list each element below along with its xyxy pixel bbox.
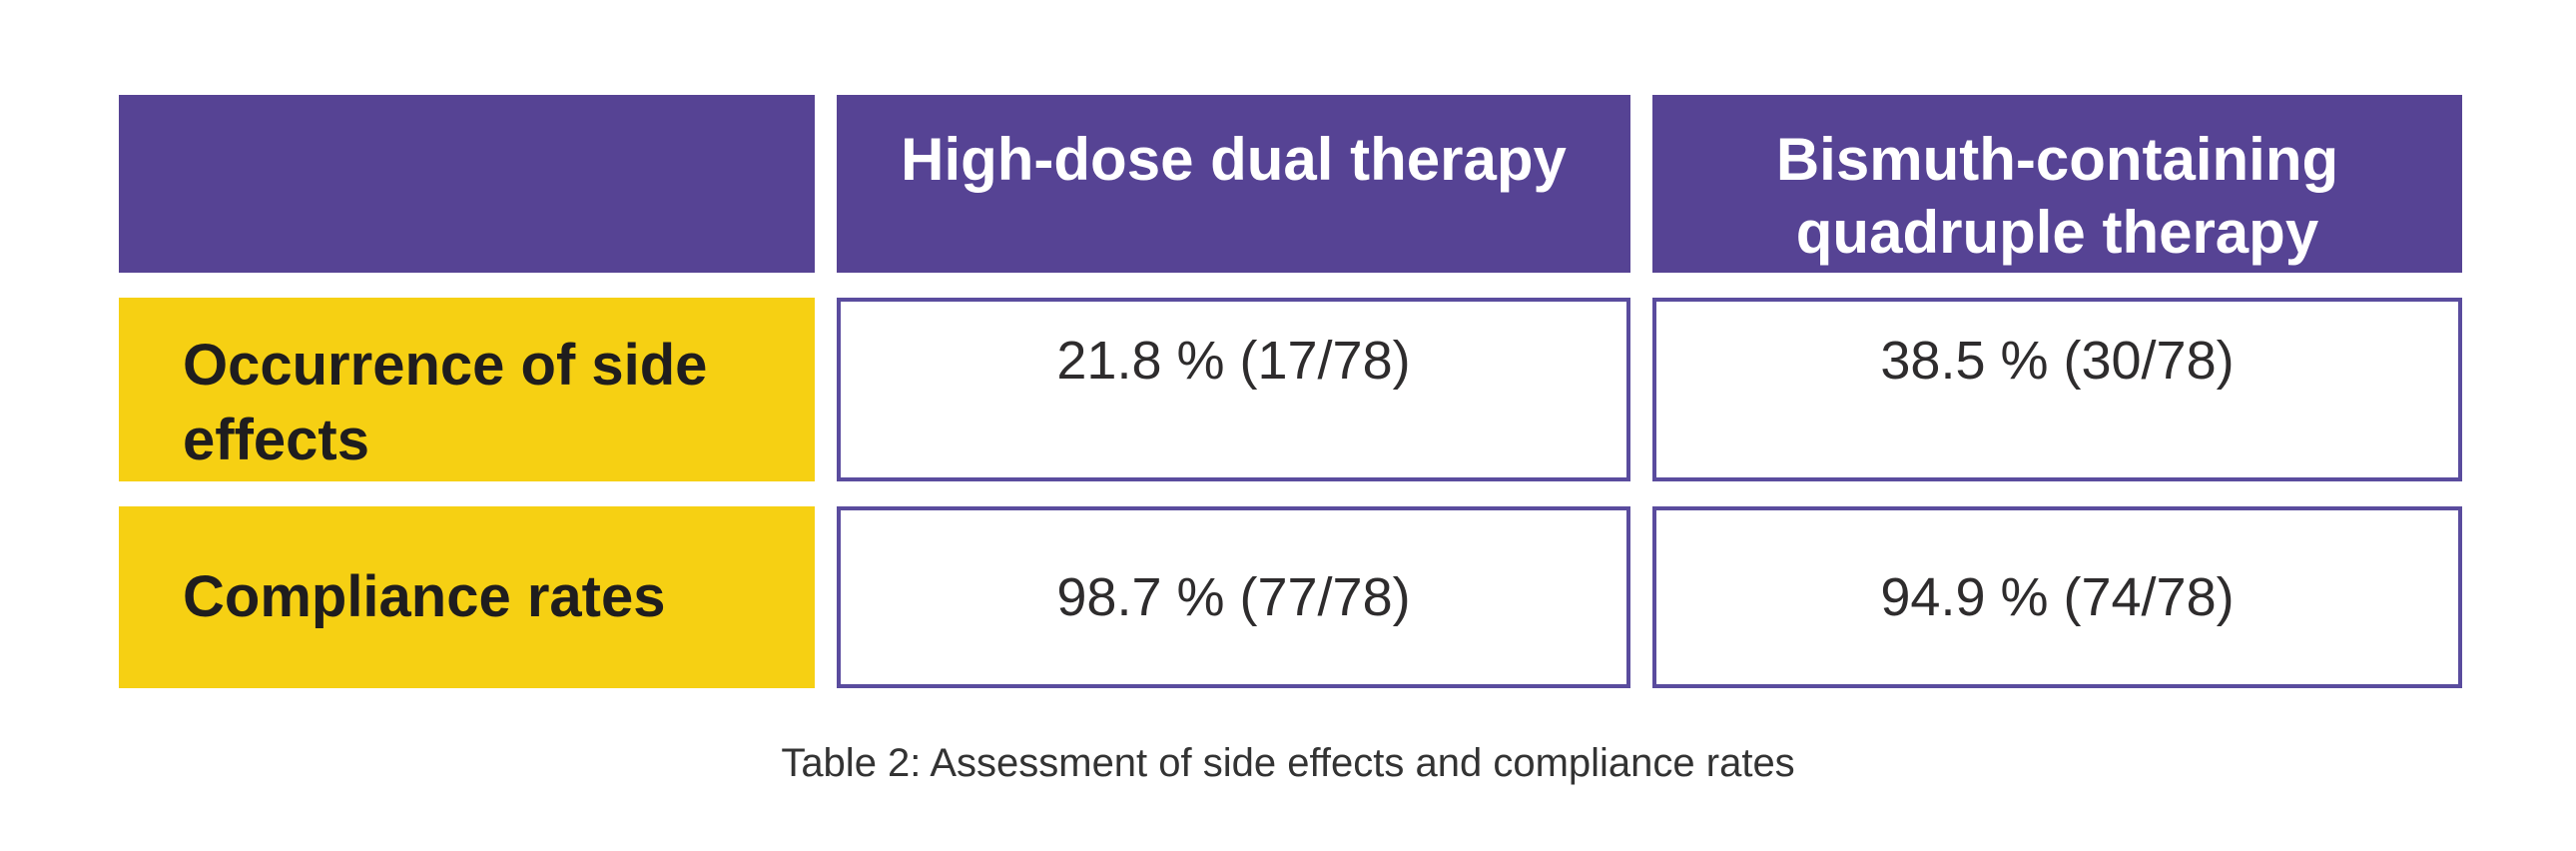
value-text: 98.7 % (77/78) bbox=[1056, 567, 1411, 627]
column-header-label: High-dose dual therapy bbox=[901, 126, 1567, 193]
value-cell-side-effects-high-dose: 21.8 % (17/78) bbox=[837, 298, 1630, 481]
row-header-occurrence-of-side-effects: Occurrence of side effects bbox=[119, 298, 815, 481]
row-header-label: Compliance rates bbox=[183, 564, 666, 630]
column-header-bismuth-quadruple-therapy: Bismuth-containing quadruple therapy bbox=[1652, 95, 2462, 273]
row-header-label: Occurrence of side effects bbox=[183, 333, 708, 473]
table-corner-cell bbox=[119, 95, 815, 273]
value-cell-side-effects-bismuth: 38.5 % (30/78) bbox=[1652, 298, 2462, 481]
column-header-high-dose-dual-therapy: High-dose dual therapy bbox=[837, 95, 1630, 273]
column-header-label: Bismuth-containing quadruple therapy bbox=[1775, 126, 2339, 267]
value-text: 38.5 % (30/78) bbox=[1880, 331, 2235, 391]
value-text: 21.8 % (17/78) bbox=[1056, 331, 1411, 391]
row-header-compliance-rates: Compliance rates bbox=[119, 506, 815, 688]
table-caption: Table 2: Assessment of side effects and … bbox=[781, 741, 1795, 785]
value-text: 94.9 % (74/78) bbox=[1880, 567, 2235, 627]
results-table: High-dose dual therapy Bismuth-containin… bbox=[119, 95, 2462, 688]
value-cell-compliance-high-dose: 98.7 % (77/78) bbox=[837, 506, 1630, 688]
value-cell-compliance-bismuth: 94.9 % (74/78) bbox=[1652, 506, 2462, 688]
